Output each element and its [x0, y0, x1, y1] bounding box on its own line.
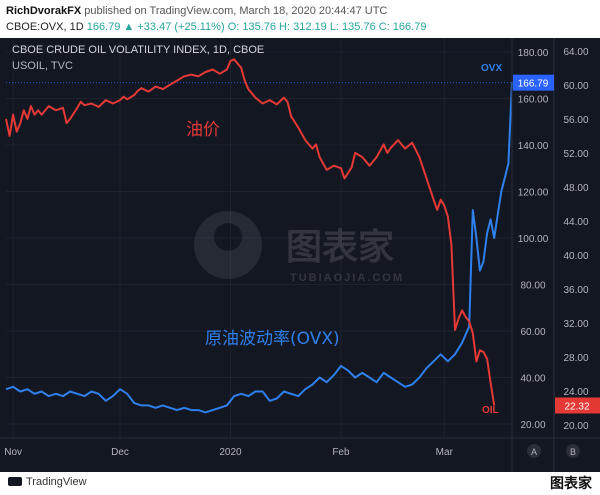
- tradingview-logo[interactable]: TradingView: [8, 476, 87, 488]
- y-left-tick-label: 180.00: [518, 48, 549, 59]
- oil-annotation: 油价: [186, 120, 220, 140]
- oil-price-tag-label: 22.32: [564, 401, 589, 412]
- x-tick-label: Feb: [332, 447, 350, 458]
- y-right-tick-label: 56.00: [563, 115, 588, 126]
- x-tick-label: Nov: [4, 447, 22, 458]
- y-left-tick-label: 120.00: [518, 187, 549, 198]
- chart-area[interactable]: 图表家 TUBIAOJIA.COM CBOE CRUDE OIL VOLATIL…: [0, 38, 600, 472]
- y-right-tick-label: 20.00: [563, 421, 588, 432]
- footer-brand: 图表家: [550, 475, 592, 491]
- author-name[interactable]: RichDvorakFX: [6, 5, 82, 17]
- y-left-tick-label: 60.00: [520, 327, 545, 338]
- y-right-tick-label: 24.00: [563, 387, 588, 398]
- svg-text:B: B: [570, 447, 576, 457]
- series-line-oil: [5, 58, 496, 406]
- y-right-tick-label: 52.00: [563, 149, 588, 160]
- y-left-tick-label: 160.00: [518, 94, 549, 105]
- y-left-tick-label: 80.00: [520, 281, 545, 292]
- chart-svg[interactable]: 图表家 TUBIAOJIA.COM CBOE CRUDE OIL VOLATIL…: [0, 38, 600, 472]
- y-left-tick-label: 40.00: [520, 374, 545, 385]
- chart-title: CBOE CRUDE OIL VOLATILITY INDEX, 1D, CBO…: [12, 44, 264, 56]
- last-price: 166.79: [86, 21, 121, 33]
- series-line-ovx: [5, 82, 513, 414]
- oil-price-tag: [555, 397, 600, 414]
- y-right-tick-label: 32.00: [563, 319, 588, 330]
- symbol-name[interactable]: CBOE:OVX, 1D: [6, 21, 84, 33]
- axes: 180.00 160.00 140.00 120.00 100.00 80.00 60.00…: [0, 38, 600, 472]
- chart-subtitle: USOIL, TVC: [12, 60, 73, 72]
- ovx-price-tag-label: 166.79: [518, 79, 549, 90]
- oil-end-label: OIL: [482, 405, 499, 416]
- watermark-logo-icon: [194, 211, 262, 279]
- y-right-tick-label: 64.00: [563, 47, 588, 58]
- x-tick-label: Dec: [111, 447, 129, 458]
- ovx-end-label: OVX: [481, 63, 502, 74]
- publish-info: published on TradingView.com, March 18, …: [84, 5, 388, 17]
- series-layer: [5, 58, 513, 414]
- svg-text:A: A: [531, 447, 537, 457]
- y-right-tick-label: 44.00: [563, 217, 588, 228]
- y-left-tick-label: 20.00: [520, 420, 545, 431]
- x-tick-label: Mar: [436, 447, 454, 458]
- chart-footer: TradingView 图表家: [0, 472, 600, 495]
- y-right-tick-label: 60.00: [563, 81, 588, 92]
- price-change: ▲ +33.47 (+25.11%): [123, 21, 225, 33]
- y-left-tick-label: 100.00: [518, 234, 549, 245]
- y-right-tick-label: 28.00: [563, 353, 588, 364]
- chart-header: RichDvorakFX published on TradingView.co…: [0, 0, 600, 40]
- watermark-en: TUBIAOJIA.COM: [290, 272, 404, 284]
- symbol-line: CBOE:OVX, 1D 166.79 ▲ +33.47 (+25.11%) O…: [6, 21, 426, 33]
- tradingview-icon: [8, 477, 22, 486]
- ohlc-values: O: 135.76 H: 312.19 L: 135.76 C: 166.79: [227, 21, 427, 33]
- y-right-tick-label: 40.00: [563, 251, 588, 262]
- axis-button-right[interactable]: B: [566, 444, 580, 458]
- axis-button-left[interactable]: A: [527, 444, 541, 458]
- y-right-tick-label: 48.00: [563, 183, 588, 194]
- x-tick-label: 2020: [219, 447, 242, 458]
- y-right-tick-label: 36.00: [563, 285, 588, 296]
- watermark-cn: 图表家: [286, 227, 394, 268]
- y-left-tick-label: 140.00: [518, 141, 549, 152]
- publish-line: RichDvorakFX published on TradingView.co…: [6, 5, 387, 17]
- grid: [6, 38, 512, 438]
- ovx-annotation: 原油波动率(OVX): [205, 329, 340, 349]
- ovx-price-tag: [513, 74, 554, 91]
- watermark: 图表家 TUBIAOJIA.COM: [194, 211, 404, 284]
